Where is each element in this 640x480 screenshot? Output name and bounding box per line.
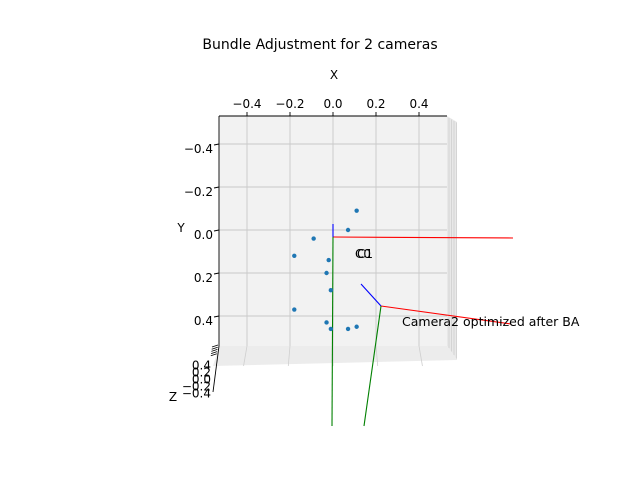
z-axis-label: Z [169,390,177,404]
z-tick-label-1: 0.2 [192,366,211,380]
camera2-x-axis [380,305,512,325]
x-tick-label-1: −0.2 [275,97,304,111]
y-tick-0 [213,143,220,146]
y-tick-label-3: 0.2 [194,271,213,285]
grid-floor-4 [418,345,423,367]
data-point-9 [328,326,334,332]
z-tick-4 [210,353,217,357]
camera2-z-axis [360,283,382,307]
camera-label-c0: C0 [355,247,371,261]
camera-label-camera2: Camera2 optimized after BA [402,314,580,329]
z-axis-line [212,345,220,393]
data-point-5 [324,270,329,276]
y-tick-label-2: 0.0 [194,228,213,242]
x-tick-label-4: 0.4 [409,97,428,111]
z-tick-label-2: 0.0 [192,373,211,387]
camera0-y-axis [331,236,334,427]
data-point-1 [345,227,351,233]
camera-label-c1: C1 [357,247,373,261]
grid-floor-1 [287,345,291,367]
y-tick-3 [213,272,220,275]
text-labels: −0.4 −0.2 0.0 0.2 0.4−0.4−0.20.00.20.40.40.2… [169,37,580,404]
data-point-0 [354,208,359,213]
data-point-11 [354,324,359,329]
tick-marks [210,112,447,393]
camera-frames [331,224,514,427]
chart-title: Bundle Adjustment for 2 cameras [202,37,437,53]
z-tick-0 [211,344,219,348]
grid-floor-3 [375,345,379,367]
y-tick-4 [213,315,220,318]
y-axis-label: Y [176,221,185,235]
y-tick-label-1: −0.2 [184,185,213,199]
z-tick-label-3: −0.2 [182,380,211,394]
scatter-points [292,208,359,332]
camera0-x-axis [332,236,514,239]
data-point-6 [328,288,334,293]
data-point-3 [292,253,297,258]
y-tick-1 [213,186,220,189]
y-tick-label-0: −0.4 [184,142,213,156]
data-point-7 [292,307,297,312]
floor-pane [213,346,457,366]
data-point-10 [345,326,351,332]
z-tick-label-0: 0.4 [192,359,211,373]
x-tick-label-3: 0.2 [366,97,385,111]
z-tick-label-4: −0.4 [182,387,211,401]
x-tick-label-2: 0.0 [323,97,342,111]
grid-floor-0 [243,345,248,367]
y-tick-2 [213,229,220,232]
camera2-y-axis [363,305,382,427]
x-axis-label: X [330,68,338,82]
z-tick-3 [210,351,218,354]
x-tick-label-0: −0.4 [232,97,261,111]
data-point-8 [324,320,329,325]
z-tick-2 [211,349,218,352]
data-point-4 [326,257,331,263]
z-tick-1 [211,346,218,350]
data-point-2 [311,236,316,241]
y-tick-label-4: 0.4 [194,314,213,328]
